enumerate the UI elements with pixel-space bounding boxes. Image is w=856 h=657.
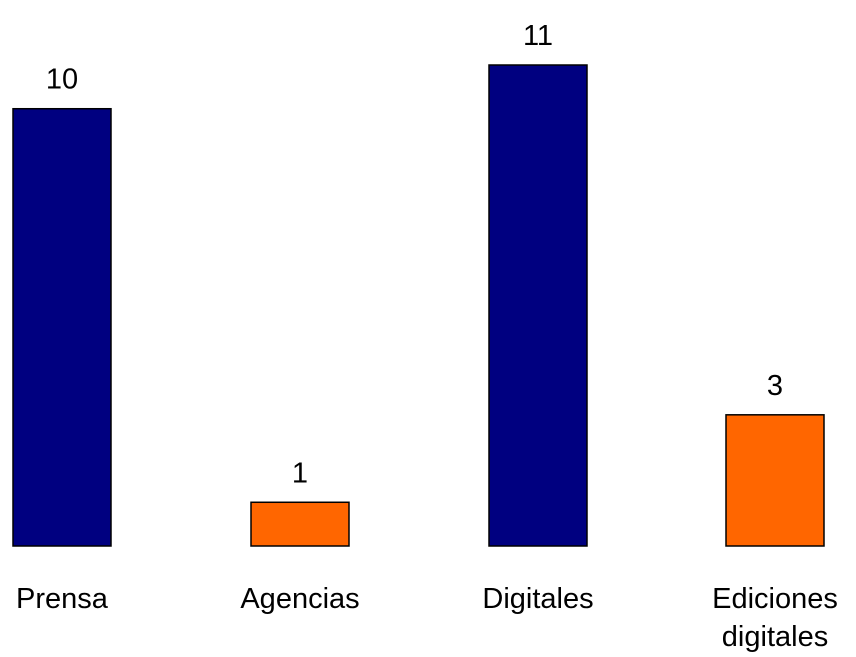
- category-label-line: Prensa: [16, 583, 109, 615]
- bar-1: [250, 501, 350, 547]
- value-label-0: 10: [46, 64, 78, 96]
- bar-0: [12, 107, 112, 547]
- category-label-3: Ediciones digitales: [712, 583, 838, 653]
- value-label-1: 1: [292, 457, 308, 489]
- category-label-0: Prensa: [16, 583, 109, 615]
- bar-3: [725, 414, 825, 547]
- category-label-2: Digitales: [482, 583, 593, 615]
- value-label-3: 3: [767, 370, 783, 402]
- bar-2: [488, 64, 588, 547]
- category-label-line: digitales: [722, 621, 828, 653]
- category-labels-group: Prensa Agencias Digitales Ediciones digitale…: [16, 583, 838, 653]
- category-label-line: Agencias: [240, 583, 359, 615]
- value-label-2: 11: [523, 20, 553, 52]
- bars-group: [12, 64, 825, 547]
- category-label-line: Digitales: [482, 583, 593, 615]
- category-label-1: Agencias: [240, 583, 359, 615]
- category-label-line: Ediciones: [712, 583, 838, 615]
